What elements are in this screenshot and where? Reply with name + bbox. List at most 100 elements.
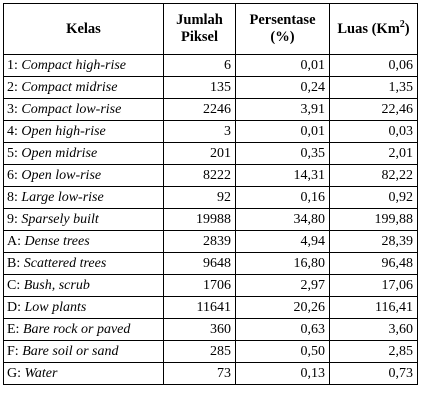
- table-row: E: Bare rock or paved 360 0,63 3,60: [3, 318, 418, 341]
- cell-kelas: 2: Compact midrise: [3, 76, 164, 99]
- cell-persentase: 16,80: [235, 252, 330, 275]
- cell-kelas: D: Low plants: [3, 296, 164, 319]
- cell-luas: 1,35: [329, 76, 418, 99]
- kelas-name: Sparsely built: [21, 211, 99, 227]
- cell-jumlah-piksel: 9648: [163, 252, 236, 275]
- cell-luas: 82,22: [329, 164, 418, 187]
- cell-jumlah-piksel: 92: [163, 186, 236, 209]
- header-persentase: Persentase (%): [235, 3, 330, 55]
- table-row: A: Dense trees 2839 4,94 28,39: [3, 230, 418, 253]
- kelas-code: C:: [7, 277, 21, 293]
- kelas-name: Scattered trees: [23, 255, 107, 271]
- cell-jumlah-piksel: 8222: [163, 164, 236, 187]
- cell-luas: 2,01: [329, 142, 418, 165]
- table-container: Kelas Jumlah Piksel Persentase (%) Luas …: [3, 3, 418, 385]
- kelas-name: Bare rock or paved: [22, 321, 131, 337]
- cell-persentase: 2,97: [235, 274, 330, 297]
- cell-kelas: E: Bare rock or paved: [3, 318, 164, 341]
- cell-persentase: 14,31: [235, 164, 330, 187]
- table-row: 1: Compact high-rise 6 0,01 0,06: [3, 54, 418, 77]
- cell-persentase: 3,91: [235, 98, 330, 121]
- cell-kelas: 4: Open high-rise: [3, 120, 164, 143]
- kelas-code: 2:: [7, 79, 18, 95]
- kelas-code: 4:: [7, 123, 18, 139]
- cell-persentase: 0,13: [235, 362, 330, 385]
- header-jumlah-line1: Jumlah: [176, 12, 223, 28]
- cell-kelas: 3: Compact low-rise: [3, 98, 164, 121]
- header-row: Kelas Jumlah Piksel Persentase (%) Luas …: [3, 3, 418, 55]
- header-persentase-line2: (%): [270, 29, 295, 45]
- kelas-code: A:: [7, 233, 21, 249]
- cell-luas: 17,06: [329, 274, 418, 297]
- cell-jumlah-piksel: 360: [163, 318, 236, 341]
- header-jumlah-piksel: Jumlah Piksel: [163, 3, 236, 55]
- cell-persentase: 34,80: [235, 208, 330, 231]
- kelas-code: 8:: [7, 189, 18, 205]
- kelas-name: Open high-rise: [21, 123, 106, 139]
- cell-jumlah-piksel: 2246: [163, 98, 236, 121]
- cell-kelas: 5: Open midrise: [3, 142, 164, 165]
- table-row: B: Scattered trees 9648 16,80 96,48: [3, 252, 418, 275]
- cell-jumlah-piksel: 3: [163, 120, 236, 143]
- cell-kelas: F: Bare soil or sand: [3, 340, 164, 363]
- kelas-code: G:: [7, 365, 21, 381]
- header-persentase-line1: Persentase: [249, 12, 316, 28]
- table-row: G: Water 73 0,13 0,73: [3, 362, 418, 385]
- kelas-name: Open midrise: [21, 145, 98, 161]
- header-jumlah-line2: Piksel: [180, 29, 219, 45]
- kelas-name: Open low-rise: [21, 167, 102, 183]
- table-row: F: Bare soil or sand 285 0,50 2,85: [3, 340, 418, 363]
- cell-luas: 3,60: [329, 318, 418, 341]
- cell-kelas: 8: Large low-rise: [3, 186, 164, 209]
- table-row: C: Bush, scrub 1706 2,97 17,06: [3, 274, 418, 297]
- cell-persentase: 0,63: [235, 318, 330, 341]
- kelas-name: Bush, scrub: [23, 277, 90, 293]
- kelas-code: 9:: [7, 211, 18, 227]
- cell-luas: 0,03: [329, 120, 418, 143]
- kelas-name: Compact midrise: [21, 79, 118, 95]
- cell-persentase: 0,16: [235, 186, 330, 209]
- cell-luas: 0,06: [329, 54, 418, 77]
- cell-persentase: 4,94: [235, 230, 330, 253]
- cell-jumlah-piksel: 1706: [163, 274, 236, 297]
- cell-jumlah-piksel: 6: [163, 54, 236, 77]
- cell-luas: 0,92: [329, 186, 418, 209]
- header-luas-sup: 2: [399, 18, 405, 30]
- cell-luas: 28,39: [329, 230, 418, 253]
- kelas-code: B:: [7, 255, 21, 271]
- table-row: 6: Open low-rise 8222 14,31 82,22: [3, 164, 418, 187]
- header-luas-text: Luas (Km: [337, 20, 400, 37]
- cell-persentase: 0,50: [235, 340, 330, 363]
- kelas-code: D:: [7, 299, 21, 315]
- header-luas: Luas (Km2): [329, 3, 418, 55]
- header-luas-close: ): [404, 20, 410, 37]
- cell-persentase: 0,24: [235, 76, 330, 99]
- kelas-name: Low plants: [24, 299, 87, 315]
- header-kelas: Kelas: [3, 3, 164, 55]
- table-row: D: Low plants 11641 20,26 116,41: [3, 296, 418, 319]
- cell-jumlah-piksel: 201: [163, 142, 236, 165]
- cell-luas: 96,48: [329, 252, 418, 275]
- kelas-code: 5:: [7, 145, 18, 161]
- cell-kelas: G: Water: [3, 362, 164, 385]
- cell-jumlah-piksel: 19988: [163, 208, 236, 231]
- cell-persentase: 0,01: [235, 54, 330, 77]
- cell-persentase: 0,01: [235, 120, 330, 143]
- kelas-name: Compact high-rise: [21, 57, 126, 73]
- header-kelas-label: Kelas: [66, 20, 101, 37]
- kelas-name: Compact low-rise: [21, 101, 122, 117]
- table-body: 1: Compact high-rise 6 0,01 0,06 2: Compact …: [3, 54, 418, 385]
- table-row: 9: Sparsely built 19988 34,80 199,88: [3, 208, 418, 231]
- kelas-code: F:: [7, 343, 19, 359]
- cell-luas: 22,46: [329, 98, 418, 121]
- table-row: 3: Compact low-rise 2246 3,91 22,46: [3, 98, 418, 121]
- kelas-code: 3:: [7, 101, 18, 117]
- cell-kelas: A: Dense trees: [3, 230, 164, 253]
- cell-jumlah-piksel: 135: [163, 76, 236, 99]
- cell-jumlah-piksel: 73: [163, 362, 236, 385]
- cell-persentase: 20,26: [235, 296, 330, 319]
- cell-luas: 199,88: [329, 208, 418, 231]
- cell-persentase: 0,35: [235, 142, 330, 165]
- kelas-name: Large low-rise: [21, 189, 104, 205]
- cell-kelas: 6: Open low-rise: [3, 164, 164, 187]
